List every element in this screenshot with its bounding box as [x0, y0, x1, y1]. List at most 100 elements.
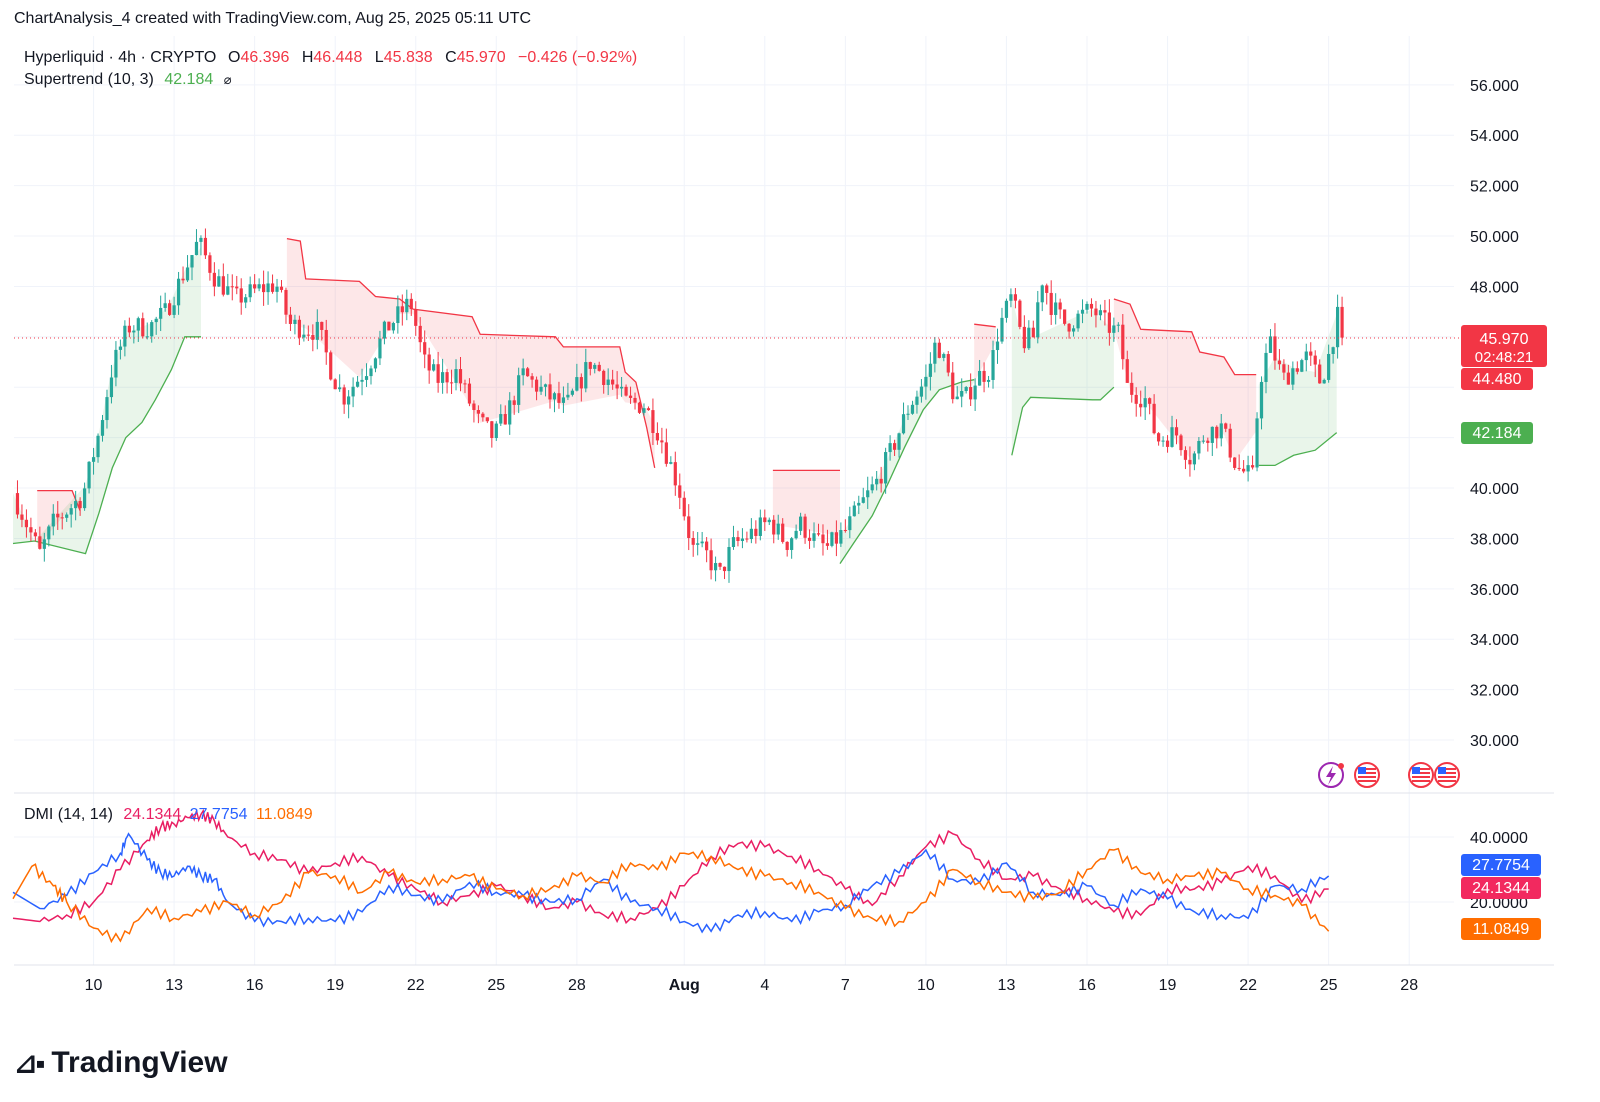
- candle-body: [239, 288, 243, 303]
- candle-body: [1036, 302, 1040, 338]
- supertrend-band: [772, 470, 840, 536]
- time-tick-label: 25: [1320, 977, 1338, 994]
- candle-body: [1295, 368, 1299, 372]
- candle-body: [897, 433, 901, 450]
- event-icons[interactable]: [1318, 762, 1460, 788]
- candle-body: [136, 318, 140, 331]
- supertrend-value: 42.184: [164, 71, 213, 88]
- candle-body: [1121, 324, 1125, 360]
- candle-body: [584, 362, 588, 389]
- candle-body: [709, 550, 713, 571]
- candle-body: [208, 255, 212, 273]
- tradingview-logo[interactable]: ⊿▪ TradingView: [14, 1046, 228, 1080]
- chart-canvas[interactable]: 56.000 54.000 52.000 50.000 48.000 40.000 38.0…: [0, 0, 1600, 1030]
- candle-body: [660, 440, 664, 443]
- candle-body: [664, 442, 668, 464]
- candle-body: [150, 322, 154, 337]
- candle-body: [360, 379, 364, 382]
- time-tick-label: 28: [568, 977, 586, 994]
- candle-body: [1148, 398, 1152, 404]
- candle-body: [485, 417, 489, 422]
- dmi-pane[interactable]: [12, 808, 1330, 944]
- candle-body: [494, 423, 498, 439]
- candle-body: [15, 493, 20, 515]
- candle-body: [713, 563, 718, 571]
- candle-body: [722, 566, 727, 572]
- candle-body: [1201, 440, 1205, 442]
- candle-body: [185, 267, 190, 281]
- candle-body: [315, 321, 319, 340]
- us-flag-event-icon[interactable]: [1434, 762, 1460, 788]
- candle-body: [1206, 440, 1210, 443]
- candle-body: [1049, 292, 1053, 315]
- candle-body: [1242, 468, 1246, 472]
- time-tick-label: Aug: [669, 977, 700, 994]
- supertrend-line: [12, 336, 201, 555]
- candle-body: [351, 386, 355, 397]
- candle-body: [1013, 294, 1017, 301]
- candle-body: [655, 432, 659, 441]
- candle-body: [951, 372, 955, 400]
- candle-body: [418, 325, 422, 343]
- candle-body: [91, 457, 96, 462]
- candle-body: [1125, 359, 1129, 383]
- candle-body: [937, 342, 941, 358]
- candle-body: [436, 364, 440, 383]
- candle-body: [320, 321, 324, 330]
- candle-body: [1139, 403, 1143, 408]
- candle-body: [226, 286, 230, 295]
- candle-body: [114, 349, 118, 378]
- us-flag-event-icon[interactable]: [1354, 762, 1380, 788]
- candle-body: [302, 334, 306, 338]
- time-axis[interactable]: 10 13 16 19 22 25 28 Aug 4 7 10 13 16 19 22 25 28: [85, 977, 1419, 994]
- dmi-minus-badge: [1461, 854, 1541, 876]
- candle-body: [1192, 453, 1196, 465]
- candle-body: [534, 379, 539, 392]
- candle-body: [1273, 336, 1277, 361]
- candle-body: [960, 391, 964, 397]
- candlesticks[interactable]: [15, 228, 1344, 583]
- candle-body: [1027, 327, 1031, 349]
- candle-body: [123, 325, 127, 347]
- candle-body: [1313, 355, 1317, 365]
- candle-body: [915, 396, 919, 405]
- candle-body: [1058, 302, 1062, 310]
- candle-body: [552, 393, 557, 400]
- candle-body: [244, 297, 248, 303]
- candle-body: [364, 376, 369, 380]
- candle-body: [1000, 317, 1004, 342]
- candle-body: [1188, 459, 1192, 465]
- candle-body: [669, 462, 673, 464]
- candle-body: [230, 286, 234, 288]
- supertrend-down-label: 44.480: [1473, 371, 1522, 388]
- candle-body: [969, 387, 973, 400]
- supertrend-lines: [12, 237, 1338, 564]
- candle-body: [1179, 435, 1183, 451]
- candle-body: [42, 539, 46, 549]
- candle-body: [1098, 310, 1103, 316]
- candle-body: [199, 237, 203, 242]
- supertrend-down-badge: [1461, 368, 1533, 390]
- price-tick-label: 56.000: [1470, 78, 1519, 95]
- candle-body: [1331, 347, 1335, 354]
- supertrend-band: [840, 347, 975, 564]
- time-tick-label: 22: [407, 977, 425, 994]
- supertrend-line: [37, 489, 81, 511]
- supertrend-hidden-icon: ⌀: [224, 72, 232, 87]
- candle-body: [100, 420, 105, 436]
- price-axis[interactable]: 56.000 54.000 52.000 50.000 48.000 40.000 38.0…: [1470, 78, 1528, 847]
- candle-body: [1246, 465, 1250, 472]
- candle-body: [1103, 310, 1107, 313]
- candle-body: [1327, 353, 1331, 380]
- candle-body: [624, 386, 628, 396]
- lightning-event-icon[interactable]: [1318, 762, 1344, 788]
- candle-body: [678, 485, 682, 498]
- price-tick-label: 50.000: [1470, 229, 1519, 246]
- candle-body: [1309, 351, 1313, 356]
- candle-body: [526, 368, 530, 377]
- candle-body: [1282, 364, 1286, 373]
- candle-body: [56, 513, 60, 518]
- candle-body: [754, 528, 758, 536]
- candle-body: [1318, 364, 1322, 384]
- us-flag-event-icon[interactable]: [1408, 762, 1434, 788]
